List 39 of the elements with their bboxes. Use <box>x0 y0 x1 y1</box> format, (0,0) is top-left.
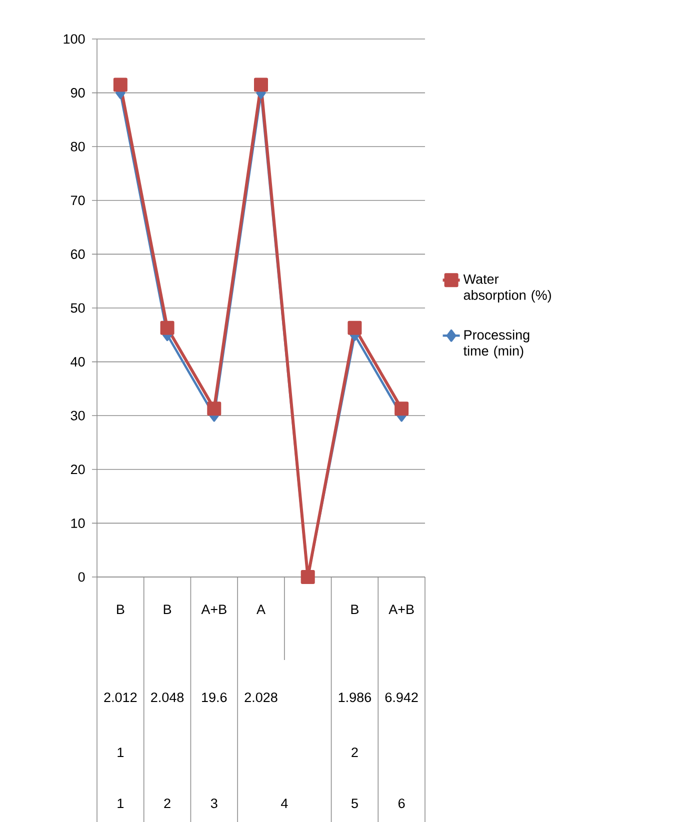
text: 4 <box>280 798 288 808</box>
legend-label: Processing time (min) <box>464 330 530 358</box>
text: 2.048 <box>151 692 184 702</box>
y-tick-label: 100 <box>64 34 85 44</box>
text: 19.6 <box>202 692 227 702</box>
text: 1 <box>118 798 124 808</box>
point <box>348 320 362 335</box>
text: 5 <box>352 798 358 808</box>
point <box>207 402 222 416</box>
y-tick-label: 0 <box>78 572 85 582</box>
point <box>113 78 128 92</box>
x-tick-label: B <box>351 604 359 614</box>
y-tick-label: 30 <box>70 410 85 420</box>
x-tick-label: B <box>164 604 172 614</box>
y-tick-label: 90 <box>70 88 85 98</box>
x-tick-label: A <box>256 604 266 614</box>
y-tick-label: 50 <box>70 303 85 313</box>
text: 6 <box>398 798 405 808</box>
text: 1 <box>118 748 124 758</box>
y-tick-label: 10 <box>71 518 85 528</box>
y-tick-label: 70 <box>70 196 85 206</box>
text: 1.986 <box>338 692 372 702</box>
y-tick-label: 40 <box>70 357 85 367</box>
text: 2.012 <box>104 692 137 702</box>
point <box>254 78 268 92</box>
text: 6.942 <box>385 692 418 702</box>
y-tick-label: 60 <box>70 249 85 259</box>
point <box>394 402 409 416</box>
x-tick-label: B <box>117 604 124 614</box>
point <box>160 320 174 335</box>
legend-label: Water absorption (%) <box>463 274 551 303</box>
text: 2 <box>352 748 358 758</box>
text: 3 <box>210 798 218 808</box>
text: 2 <box>164 798 170 808</box>
x-tick-label: A+B <box>201 604 226 614</box>
x-tick-label: A+B <box>388 604 414 614</box>
y-tick-label: 20 <box>70 464 85 474</box>
y-tick-label: 80 <box>70 142 85 152</box>
text: 2.028 <box>244 692 278 702</box>
